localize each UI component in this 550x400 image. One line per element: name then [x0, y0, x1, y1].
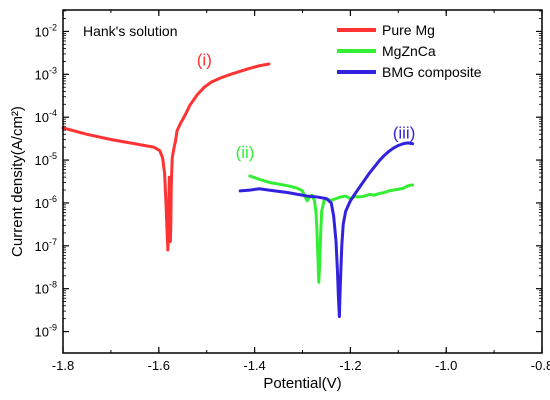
legend: Pure Mg MgZnCa BMG composite [337, 22, 482, 80]
y-tick-label: 10-2 [35, 22, 57, 39]
series-line-2 [248, 174, 415, 284]
x-tick-label: -1.0 [435, 358, 457, 373]
legend-label-3: BMG composite [382, 64, 482, 80]
series-line-3 [238, 141, 415, 319]
x-tick-label: -1.2 [339, 358, 361, 373]
curve-label-3: (iii) [393, 124, 416, 143]
y-tick-label: 10-7 [35, 237, 57, 254]
curve-label-1: (i) [197, 51, 212, 70]
ticks-layer: -1.8 -1.6 -1.4 -1.2 -1.0 -0.8 10-2 10-3 10-4 10-5… [35, 10, 550, 373]
y-tick-label: 10-6 [35, 194, 57, 211]
legend-label-2: MgZnCa [382, 43, 436, 59]
y-tick-label: 10-8 [35, 280, 57, 297]
y-tick-label: 10-3 [35, 65, 57, 82]
x-axis-title: Potential(V) [263, 375, 341, 392]
x-tick-label: -0.8 [531, 358, 550, 373]
y-axis-title: Current density(A/cm²) [9, 106, 26, 257]
x-tick-label: -1.4 [243, 358, 265, 373]
curve-label-2: (ii) [236, 143, 255, 162]
y-tick-label: 10-9 [35, 323, 57, 340]
plot-frame [62, 9, 543, 354]
x-tick-label: -1.6 [148, 358, 170, 373]
annotation-label: Hank's solution [83, 23, 178, 39]
x-tick-label: -1.8 [52, 358, 74, 373]
series-line-1 [61, 62, 271, 252]
legend-label-1: Pure Mg [382, 22, 435, 38]
y-tick-label: 10-4 [35, 108, 57, 125]
y-tick-label: 10-5 [35, 151, 57, 168]
plot-content: (i) (ii) (iii) [61, 51, 416, 319]
